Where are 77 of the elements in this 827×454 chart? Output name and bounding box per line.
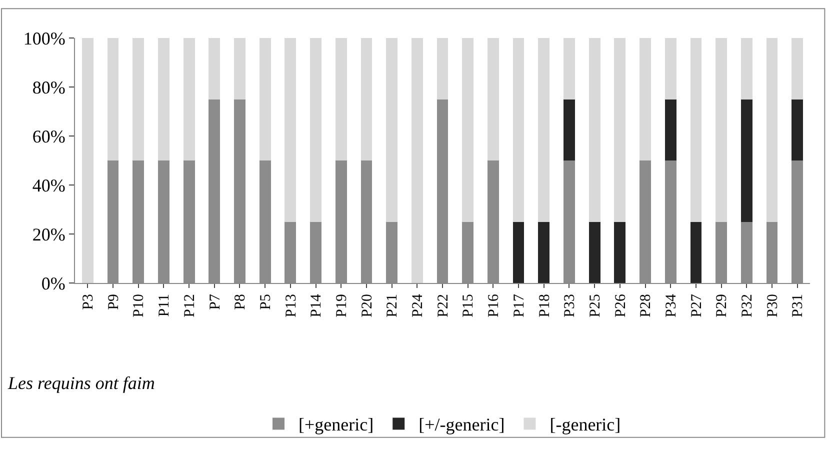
bar bbox=[588, 222, 600, 283]
y-tick-label: 80% bbox=[32, 77, 66, 98]
bar bbox=[538, 222, 550, 283]
y-tick-label: 60% bbox=[32, 126, 66, 146]
x-tick-label: P30 bbox=[764, 294, 781, 318]
x-tick-label: P7 bbox=[207, 294, 224, 310]
bar bbox=[183, 38, 195, 160]
bar bbox=[614, 222, 626, 283]
bar bbox=[411, 38, 423, 283]
x-axis-title: Les requins ont faim bbox=[7, 373, 155, 393]
x-tick-label: P10 bbox=[131, 294, 148, 318]
x-tick-label: P24 bbox=[410, 294, 426, 318]
bar bbox=[564, 99, 575, 160]
legend-label: [-generic] bbox=[550, 414, 621, 435]
y-tick-label: 0% bbox=[41, 273, 66, 294]
bar bbox=[588, 38, 600, 222]
bar bbox=[538, 38, 550, 222]
y-tick-label: 40% bbox=[32, 175, 66, 196]
bar bbox=[360, 38, 372, 160]
bar bbox=[234, 38, 246, 100]
bar bbox=[512, 38, 524, 222]
bar bbox=[614, 38, 626, 222]
bar bbox=[640, 38, 651, 160]
x-tick-label: P18 bbox=[536, 294, 553, 318]
bar bbox=[766, 38, 778, 222]
bar bbox=[132, 38, 144, 160]
bar bbox=[512, 222, 524, 283]
x-tick-label: P34 bbox=[663, 294, 680, 318]
bar bbox=[716, 38, 727, 222]
legend-label: [+/-generic] bbox=[418, 414, 505, 435]
bar bbox=[792, 99, 804, 160]
x-tick-label: P13 bbox=[283, 294, 300, 318]
x-tick-label: P28 bbox=[638, 294, 654, 318]
x-tick-label: P15 bbox=[460, 294, 477, 318]
x-tick-label: P19 bbox=[334, 294, 350, 318]
bar bbox=[158, 38, 170, 160]
x-tick-label: P17 bbox=[511, 294, 528, 318]
x-tick-label: P3 bbox=[80, 294, 97, 310]
x-tick-label: P31 bbox=[790, 294, 806, 318]
bar bbox=[664, 99, 676, 160]
x-tick-label: P32 bbox=[740, 294, 756, 318]
y-tick-label: 100% bbox=[23, 28, 66, 48]
x-tick-label: P8 bbox=[232, 294, 249, 310]
bar bbox=[284, 38, 296, 222]
x-tick-label: P16 bbox=[486, 294, 502, 318]
x-tick-label: P5 bbox=[258, 294, 274, 310]
x-tick-label: P20 bbox=[359, 294, 376, 318]
bar bbox=[792, 38, 804, 100]
bar bbox=[690, 38, 702, 222]
x-tick-label: P27 bbox=[688, 294, 705, 318]
bar bbox=[335, 38, 347, 160]
bar bbox=[386, 38, 398, 222]
x-tick-label: P25 bbox=[587, 294, 604, 318]
y-tick-label: 20% bbox=[32, 224, 66, 244]
x-tick-label: P9 bbox=[106, 294, 122, 310]
x-tick-label: P22 bbox=[435, 294, 452, 318]
x-tick-label: P29 bbox=[714, 294, 730, 318]
bar bbox=[487, 38, 499, 160]
bar bbox=[740, 99, 752, 222]
bar bbox=[208, 38, 220, 100]
x-tick-label: P21 bbox=[384, 294, 401, 318]
bar bbox=[740, 38, 752, 100]
x-tick-label: P33 bbox=[562, 294, 578, 318]
bar bbox=[310, 38, 322, 222]
bar bbox=[564, 38, 575, 100]
bar bbox=[664, 38, 676, 100]
bar bbox=[107, 38, 119, 160]
bar bbox=[462, 38, 474, 222]
bar bbox=[82, 38, 94, 283]
bar bbox=[436, 38, 448, 100]
bar bbox=[690, 222, 702, 283]
x-tick-label: P11 bbox=[156, 294, 173, 317]
bar bbox=[259, 38, 271, 160]
x-tick-label: P26 bbox=[612, 294, 629, 318]
x-tick-label: P12 bbox=[182, 294, 198, 318]
legend-label: [+generic] bbox=[298, 414, 374, 435]
x-tick-label: P14 bbox=[308, 294, 325, 318]
